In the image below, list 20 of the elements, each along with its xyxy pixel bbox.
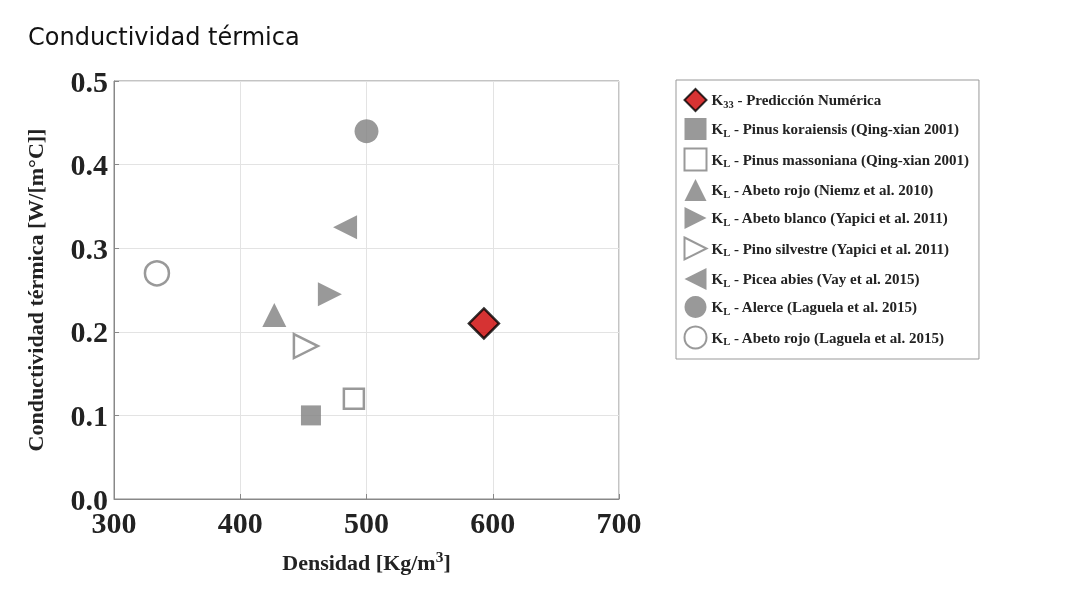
y-tick-label: 0.3 xyxy=(70,231,108,265)
x-tick-label: 400 xyxy=(217,505,263,539)
y-tick-label: 0.5 xyxy=(70,64,108,98)
y-tick-label: 0.1 xyxy=(70,398,108,432)
point xyxy=(262,303,287,328)
point xyxy=(143,260,171,287)
y-tick-label: 0.4 xyxy=(70,148,108,182)
x-tick-label: 600 xyxy=(470,505,516,539)
point xyxy=(342,387,366,410)
point xyxy=(292,332,320,360)
point xyxy=(333,215,358,240)
point xyxy=(300,405,321,426)
x-tick-label: 700 xyxy=(596,505,642,539)
point xyxy=(354,119,379,144)
point xyxy=(467,307,501,340)
y-tick-label: 0.2 xyxy=(70,315,108,349)
y-axis-title: Conductividad térmica [W/[m°C]] xyxy=(22,128,48,452)
chart-title: Conductividad térmica xyxy=(28,23,300,51)
point xyxy=(317,282,342,307)
x-tick-label: 500 xyxy=(344,505,389,539)
